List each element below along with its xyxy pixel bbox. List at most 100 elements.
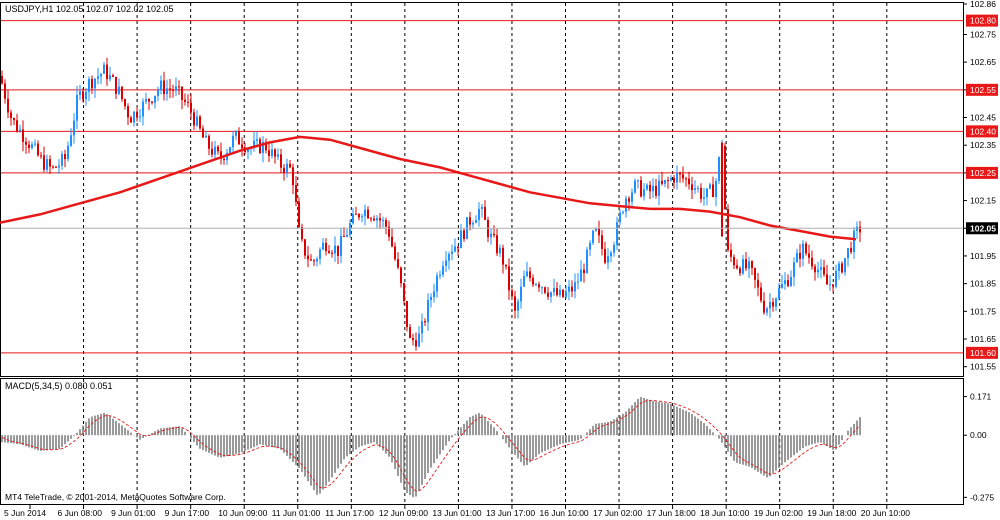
candle-body [13,118,15,121]
time-axis: 5 Jun 2014 6 Jun 08:00 9 Jun 01:00 9 Jun 17… [4,505,910,518]
candle-body [151,101,153,103]
candle-body [106,64,108,80]
candle-body [31,144,33,148]
candle-body [799,252,801,259]
candle-body [94,78,96,89]
candle-body [373,218,375,221]
candle-body [202,128,204,138]
candle-body [334,245,336,254]
candle-body [667,179,669,181]
candle-body [121,86,123,100]
candle-body [247,149,249,153]
candle-body [331,252,333,254]
candle-body [541,287,543,289]
candle-body [217,146,219,152]
candle-body [361,216,363,218]
candle-body [154,95,156,103]
candle-body [745,259,747,269]
candle-body [496,235,498,254]
time-label: 17 Jun 02:00 [593,508,642,518]
candle-body [550,292,552,297]
candle-body [400,267,402,284]
candle-body [544,287,546,293]
candle-body [598,228,600,236]
candle-body [736,265,738,269]
candle-body [688,178,690,185]
candle-body [454,246,456,252]
candle-body [385,220,387,227]
candle-body [37,143,39,156]
candle-body [82,91,84,100]
candle-body [577,281,579,283]
candle-body [409,327,411,339]
candle-body [322,242,324,250]
candle-body [478,208,480,221]
candle-body [172,89,174,91]
level-tag-label: 102.80 [970,16,996,26]
candle-body [256,139,258,141]
price-pane[interactable] [0,2,964,377]
candle-body [757,279,759,288]
candle-body [700,188,702,199]
candle-body [697,188,699,190]
candle-body [766,308,768,313]
candle-body [253,140,255,148]
level-tag-label: 101.60 [970,348,996,358]
candle-body [7,98,9,113]
moving-average-line [0,135,857,241]
candle-body [847,248,849,259]
candle-body [526,271,528,277]
candle-body [313,260,315,262]
candle-body [178,86,180,88]
candle-body [613,244,615,253]
price-label: 102.35 [970,140,996,150]
candle-body [382,220,384,222]
candle-body [109,75,111,80]
candle-body [193,112,195,126]
candle-body [802,243,804,259]
macd-pane[interactable] [0,378,964,505]
candle-body [760,287,762,301]
time-label: 17 Jun 18:00 [647,508,696,518]
candle-body [559,289,561,296]
candle-body [826,274,828,285]
candle-body [316,258,318,262]
time-label: 11 Jun 01:00 [272,508,321,518]
candle-body [292,167,294,186]
candle-body [337,245,339,256]
candle-body [715,180,717,197]
candle-body [679,172,681,175]
candle-body [625,198,627,212]
candle-body [562,289,564,297]
candle-body [304,239,306,256]
candle-body [85,91,87,100]
candle-body [718,157,720,181]
candle-body [517,301,519,311]
candle-body [19,129,21,132]
candle-body [379,218,381,221]
candle-body [55,166,57,168]
candle-body [670,177,672,181]
candle-body [733,256,735,266]
candle-body [130,117,132,123]
time-label: 6 Jun 08:00 [58,508,103,518]
candle-body [646,184,648,190]
candle-body [133,111,135,123]
candle-body [502,247,504,265]
candle-body [844,258,846,273]
candle-body [538,284,540,288]
candle-body [64,154,66,160]
candle-body [46,159,48,170]
candle-body [811,257,813,267]
time-label: 19 Jun 02:00 [754,508,803,518]
candle-body [547,292,549,297]
candle-body [376,218,378,221]
candle-body [28,144,30,148]
candle-body [433,291,435,298]
candle-body [490,233,492,238]
candle-body [352,213,354,224]
candle-body [637,180,639,182]
candle-body [418,333,420,347]
candle-body [274,149,276,157]
